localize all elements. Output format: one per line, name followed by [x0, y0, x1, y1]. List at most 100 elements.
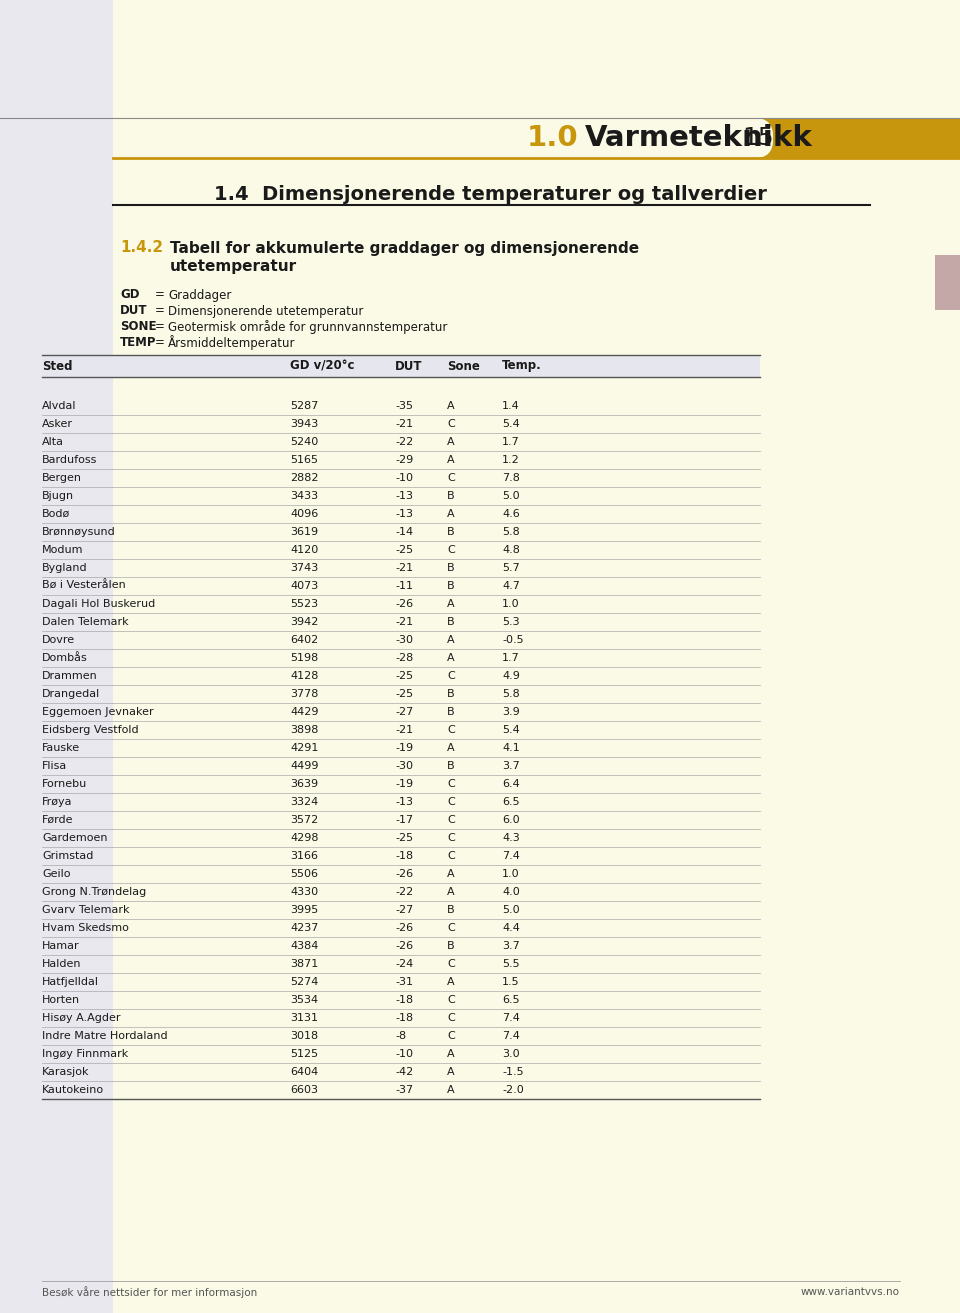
- Text: 4.8: 4.8: [502, 545, 520, 555]
- Text: Dalen Telemark: Dalen Telemark: [42, 617, 129, 628]
- Text: 3898: 3898: [290, 725, 319, 735]
- Text: B: B: [447, 706, 455, 717]
- Text: 5274: 5274: [290, 977, 319, 987]
- Text: 5287: 5287: [290, 400, 319, 411]
- Text: -25: -25: [395, 832, 413, 843]
- Text: -26: -26: [395, 599, 413, 609]
- Text: Fauske: Fauske: [42, 743, 80, 752]
- FancyBboxPatch shape: [113, 118, 773, 158]
- Text: 1.0: 1.0: [502, 869, 519, 878]
- Text: 4499: 4499: [290, 762, 319, 771]
- Text: -1.5: -1.5: [502, 1067, 523, 1077]
- Text: -17: -17: [395, 815, 413, 825]
- Text: C: C: [447, 779, 455, 789]
- Text: -37: -37: [395, 1085, 413, 1095]
- Text: C: C: [447, 1031, 455, 1041]
- Text: 3324: 3324: [290, 797, 319, 807]
- Text: C: C: [447, 725, 455, 735]
- Text: Bodø: Bodø: [42, 509, 70, 519]
- Text: B: B: [447, 527, 455, 537]
- Text: 1.4: 1.4: [502, 400, 519, 411]
- Text: 3433: 3433: [290, 491, 318, 502]
- Text: C: C: [447, 473, 455, 483]
- Text: A: A: [447, 888, 455, 897]
- Text: A: A: [447, 400, 455, 411]
- Text: 4.9: 4.9: [502, 671, 520, 681]
- Text: =: =: [155, 320, 165, 334]
- Text: Sone: Sone: [447, 360, 480, 373]
- Text: utetemperatur: utetemperatur: [170, 259, 298, 273]
- Text: -27: -27: [395, 905, 413, 915]
- Text: Grong N.Trøndelag: Grong N.Trøndelag: [42, 888, 146, 897]
- Text: -14: -14: [395, 527, 413, 537]
- Text: Geilo: Geilo: [42, 869, 70, 878]
- Text: C: C: [447, 995, 455, 1004]
- Text: B: B: [447, 580, 455, 591]
- Text: 7.4: 7.4: [502, 851, 520, 861]
- Text: A: A: [447, 456, 455, 465]
- Text: B: B: [447, 905, 455, 915]
- Text: Grimstad: Grimstad: [42, 851, 93, 861]
- Text: Alvdal: Alvdal: [42, 400, 77, 411]
- Text: 3.0: 3.0: [502, 1049, 519, 1060]
- Text: Hvam Skedsmo: Hvam Skedsmo: [42, 923, 129, 934]
- Text: 4073: 4073: [290, 580, 319, 591]
- Text: B: B: [447, 491, 455, 502]
- Text: B: B: [447, 563, 455, 572]
- Text: C: C: [447, 815, 455, 825]
- Text: 3131: 3131: [290, 1014, 318, 1023]
- Text: B: B: [447, 617, 455, 628]
- Text: 6.5: 6.5: [502, 995, 519, 1004]
- Text: -2.0: -2.0: [502, 1085, 524, 1095]
- Text: 5198: 5198: [290, 653, 319, 663]
- Text: -24: -24: [395, 958, 413, 969]
- Text: 5523: 5523: [290, 599, 318, 609]
- Text: 6.0: 6.0: [502, 815, 519, 825]
- Text: 1.4.2: 1.4.2: [120, 240, 163, 256]
- Text: A: A: [447, 599, 455, 609]
- Text: Alta: Alta: [42, 437, 64, 446]
- Text: -29: -29: [395, 456, 413, 465]
- Text: B: B: [447, 689, 455, 699]
- Bar: [850, 118, 960, 158]
- Text: Hamar: Hamar: [42, 941, 80, 951]
- Text: Dagali Hol Buskerud: Dagali Hol Buskerud: [42, 599, 156, 609]
- Text: -21: -21: [395, 725, 413, 735]
- Text: -10: -10: [395, 1049, 413, 1060]
- Text: 5165: 5165: [290, 456, 318, 465]
- Text: 6.5: 6.5: [502, 797, 519, 807]
- Text: -0.5: -0.5: [502, 635, 523, 645]
- Text: -25: -25: [395, 545, 413, 555]
- Text: 1.2: 1.2: [502, 456, 519, 465]
- Text: A: A: [447, 1049, 455, 1060]
- Text: Temp.: Temp.: [502, 360, 541, 373]
- Bar: [935, 255, 960, 310]
- Text: Graddager: Graddager: [168, 289, 231, 302]
- Text: 4384: 4384: [290, 941, 319, 951]
- Text: 1.0: 1.0: [526, 123, 578, 152]
- Text: 6402: 6402: [290, 635, 319, 645]
- Text: =: =: [155, 289, 165, 302]
- Text: 1.5: 1.5: [502, 977, 519, 987]
- Text: C: C: [447, 545, 455, 555]
- Text: 4.1: 4.1: [502, 743, 519, 752]
- Text: Frøya: Frøya: [42, 797, 73, 807]
- Text: -26: -26: [395, 869, 413, 878]
- Text: Asker: Asker: [42, 419, 73, 429]
- Text: A: A: [447, 437, 455, 446]
- Text: 5125: 5125: [290, 1049, 318, 1060]
- Text: A: A: [447, 635, 455, 645]
- Text: 3942: 3942: [290, 617, 319, 628]
- Text: 3534: 3534: [290, 995, 318, 1004]
- Text: 4330: 4330: [290, 888, 318, 897]
- Text: 5.3: 5.3: [502, 617, 519, 628]
- Text: Drangedal: Drangedal: [42, 689, 100, 699]
- Text: -21: -21: [395, 617, 413, 628]
- Text: 5.7: 5.7: [502, 563, 519, 572]
- Text: -25: -25: [395, 689, 413, 699]
- Text: -19: -19: [395, 743, 413, 752]
- Text: Drammen: Drammen: [42, 671, 98, 681]
- Text: Årsmiddeltemperatur: Årsmiddeltemperatur: [168, 336, 296, 351]
- Text: Besøk våre nettsider for mer informasjon: Besøk våre nettsider for mer informasjon: [42, 1285, 257, 1299]
- Text: =: =: [155, 305, 165, 318]
